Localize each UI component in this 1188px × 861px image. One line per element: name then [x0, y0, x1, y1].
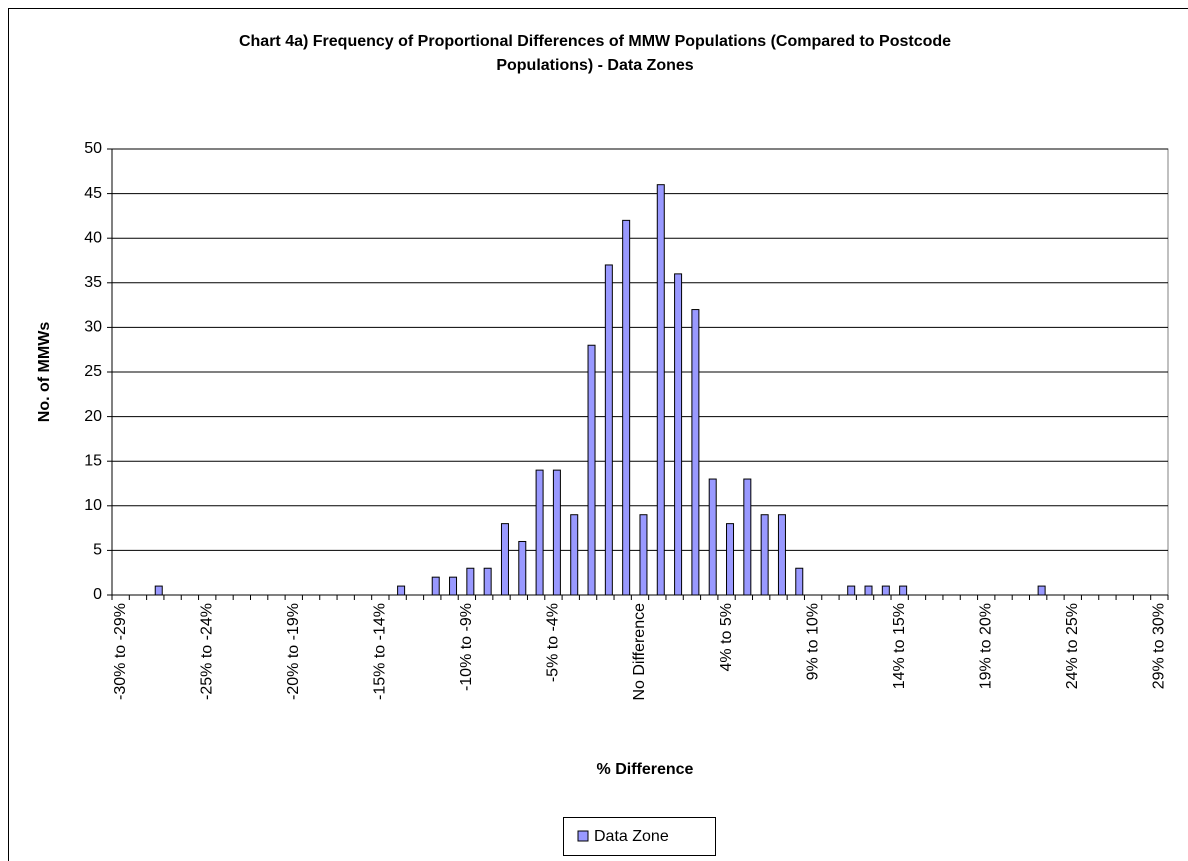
y-tick-label: 30	[84, 319, 102, 336]
x-tick-label: -15% to -14%	[372, 603, 389, 700]
chart-title: Chart 4a) Frequency of Proportional Diff…	[238, 33, 952, 74]
y-tick-label: 50	[84, 140, 102, 157]
x-tick-label: No Difference	[631, 603, 648, 701]
bar	[518, 540, 527, 596]
bar	[552, 469, 561, 596]
x-tick-label: 24% to 25%	[1064, 603, 1081, 689]
bar	[500, 523, 509, 596]
y-tick-label: 15	[84, 452, 102, 469]
bar	[708, 478, 717, 596]
y-tick-label: 25	[84, 363, 102, 380]
x-tick-label: -25% to -24%	[198, 603, 215, 700]
x-tick-label: -30% to -29%	[112, 603, 129, 700]
bar	[535, 469, 544, 596]
y-tick-label: 10	[84, 497, 102, 514]
bar	[726, 523, 735, 596]
x-tick-label: 29% to 30%	[1151, 603, 1168, 689]
bar	[847, 585, 856, 596]
bar	[743, 478, 752, 596]
y-tick-label: 20	[84, 408, 102, 425]
x-tick-label: 4% to 5%	[718, 603, 735, 671]
legend	[563, 817, 716, 856]
bar	[397, 585, 406, 596]
bar	[449, 576, 458, 596]
bar	[466, 567, 475, 596]
bar	[864, 585, 873, 596]
x-tick-label: 14% to 15%	[891, 603, 908, 689]
bar	[587, 344, 596, 596]
bar	[899, 585, 908, 596]
x-tick-label: 9% to 10%	[804, 603, 821, 680]
bar	[431, 576, 440, 596]
bar	[656, 184, 665, 596]
y-tick-label: 35	[84, 274, 102, 291]
x-tick-label: -20% to -19%	[285, 603, 302, 700]
bar	[795, 567, 804, 596]
y-tick-label: 40	[84, 229, 102, 246]
bar	[622, 219, 631, 596]
legend-swatch	[577, 830, 589, 842]
x-tick-label: -5% to -4%	[545, 603, 562, 682]
bar	[674, 273, 683, 596]
bar	[760, 514, 769, 596]
y-tick-label: 5	[93, 542, 102, 559]
bar	[777, 514, 786, 596]
bar	[639, 514, 648, 596]
y-tick-label: 0	[93, 586, 102, 603]
bar	[570, 514, 579, 596]
bar	[881, 585, 890, 596]
bar	[154, 585, 163, 596]
x-tick-label: 19% to 20%	[977, 603, 994, 689]
x-axis-label: % Difference	[597, 761, 694, 778]
x-tick-label: -10% to -9%	[458, 603, 475, 691]
y-tick-label: 45	[84, 185, 102, 202]
bar	[604, 264, 613, 596]
y-axis-label: No. of MMWs	[36, 322, 53, 423]
bar	[691, 309, 700, 596]
bar	[1037, 585, 1046, 596]
legend-label: Data Zone	[594, 828, 669, 845]
bar	[483, 567, 492, 596]
